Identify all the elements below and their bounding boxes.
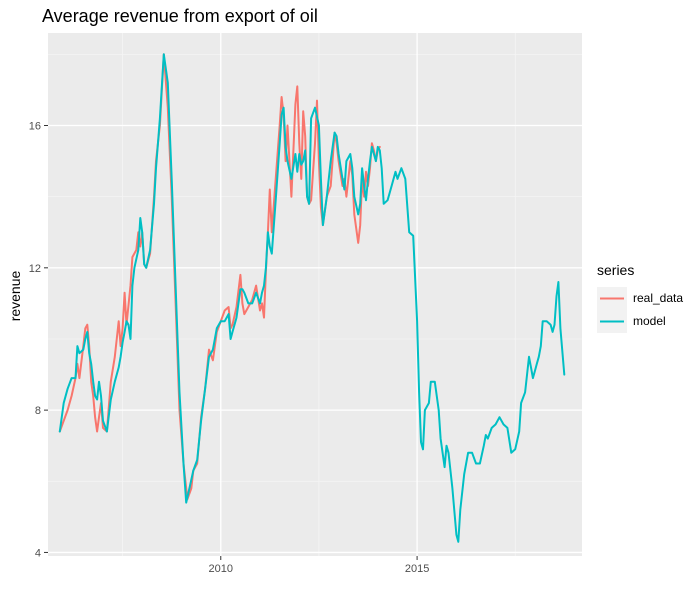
- y-tick-label: 8: [35, 405, 41, 417]
- major-gridlines: [48, 33, 582, 556]
- plot-panel: [48, 33, 582, 556]
- legend-label: real_data: [633, 291, 683, 305]
- minor-gridlines: [48, 33, 582, 556]
- legend-title: series: [597, 262, 634, 278]
- legend-label: model: [633, 314, 666, 328]
- axes: 2010 2015 4 8 12 16: [29, 121, 430, 575]
- series-line-model: [58, 53, 566, 543]
- x-tick-label: 2010: [209, 563, 233, 575]
- series-lines: [58, 53, 566, 543]
- chart-title: Average revenue from export of oil: [42, 6, 318, 26]
- y-tick-label: 12: [29, 263, 41, 275]
- y-axis-title: revenue: [7, 270, 23, 321]
- y-tick-label: 4: [35, 547, 41, 559]
- y-tick-label: 16: [29, 121, 41, 133]
- x-tick-label: 2015: [405, 563, 429, 575]
